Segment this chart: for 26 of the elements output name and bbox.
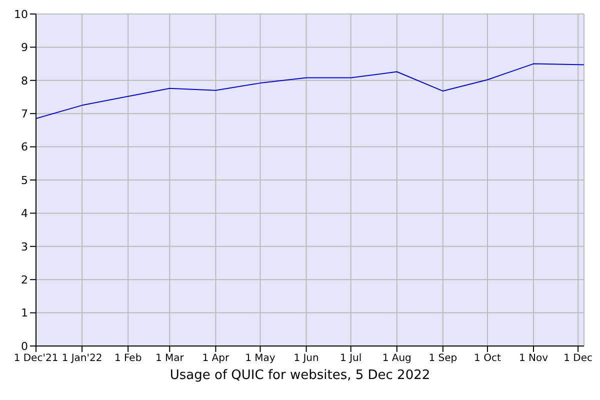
y-tick-label: 3 <box>21 240 28 254</box>
x-tick-label: 1 Jul <box>340 353 362 364</box>
x-tick-label: 1 Jun <box>294 353 319 364</box>
x-tick-label: 1 Jan'22 <box>62 353 102 364</box>
y-tick-label: 10 <box>14 8 28 21</box>
x-tick-label: 1 Nov <box>518 353 548 364</box>
y-tick-label: 1 <box>21 306 28 320</box>
y-tick-label: 8 <box>21 74 28 88</box>
x-tick-label: 1 Dec'21 <box>14 353 58 364</box>
x-tick-label: 1 Apr <box>202 353 230 364</box>
y-tick-label: 9 <box>21 41 28 54</box>
x-tick-label: 1 May <box>245 353 276 364</box>
line-series <box>36 63 584 120</box>
text: Usage of QUIC for websites, 5 Dec 2022 <box>168 368 432 383</box>
x-tick-label: 1 Oct <box>474 353 501 364</box>
x-tick-label: 1 Aug <box>382 353 412 364</box>
y-tick-label: 6 <box>21 140 28 154</box>
x-tick-label: 1 Mar <box>155 353 185 364</box>
y-tick-label: 4 <box>21 207 28 220</box>
y-tick-label: 2 <box>21 274 28 287</box>
y-tick-label: 5 <box>21 174 28 187</box>
y-tick-label: 7 <box>21 108 28 121</box>
y-tick-label: 0 <box>21 340 28 353</box>
x-tick-label: 1 Dec <box>564 353 593 364</box>
x-tick-label: 1 Feb <box>114 353 142 364</box>
x-tick-label: 1 Sep <box>428 353 458 364</box>
